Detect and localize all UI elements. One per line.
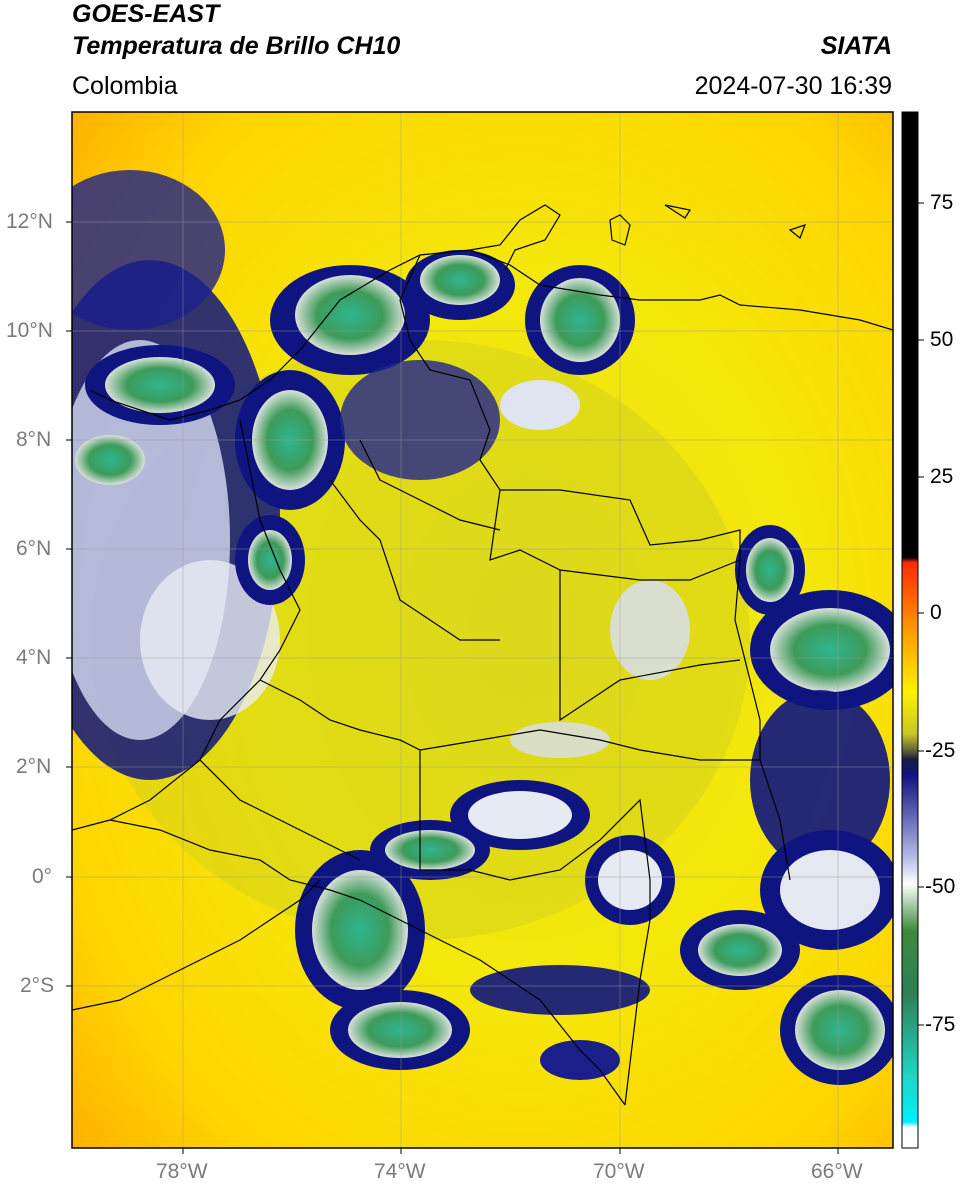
lon-label-66w: 66°W — [811, 1160, 863, 1183]
agency-label: SIATA — [820, 32, 892, 60]
lon-label-78w: 78°W — [156, 1160, 208, 1183]
lat-label-0: 0° — [32, 865, 53, 888]
colorbar-label-neg25: -25 — [925, 739, 956, 762]
boundaries — [72, 204, 893, 1106]
map-panel — [72, 112, 893, 1148]
region-label: Colombia — [72, 72, 178, 100]
colorbar-label-50: 50 — [930, 328, 954, 351]
product-title: Temperatura de Brillo CH10 — [72, 32, 401, 60]
lat-label-8n: 8°N — [16, 428, 52, 451]
colorbar-label-neg75: -75 — [925, 1013, 956, 1036]
lat-label-2s: 2°S — [20, 974, 55, 997]
lon-label-70w: 70°W — [593, 1160, 645, 1183]
satellite-title: GOES-EAST — [72, 0, 220, 28]
colorbar — [901, 111, 919, 1149]
lat-label-6n: 6°N — [16, 537, 52, 560]
lon-label-74w: 74°W — [374, 1160, 426, 1183]
lat-label-4n: 4°N — [16, 646, 52, 669]
colorbar-label-neg50: -50 — [925, 875, 956, 898]
colorbar-label-0: 0 — [930, 601, 942, 624]
datetime-label: 2024-07-30 16:39 — [694, 72, 892, 100]
lat-label-2n: 2°N — [16, 755, 52, 778]
colorbar-label-75: 75 — [930, 191, 954, 214]
colorbar-label-25: 25 — [930, 465, 954, 488]
lat-label-10n: 10°N — [6, 319, 53, 342]
lat-label-12n: 12°N — [6, 210, 53, 233]
